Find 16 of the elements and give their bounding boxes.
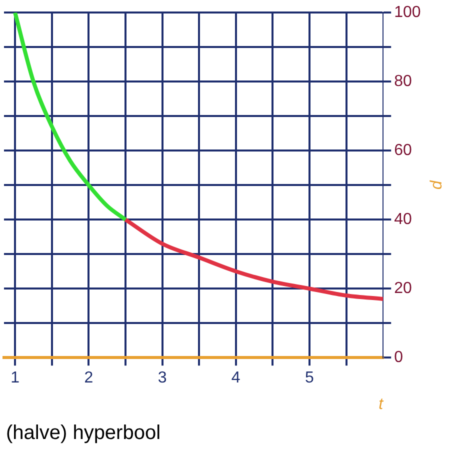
y-tick-label: 0: [394, 349, 404, 366]
line-series: [123, 218, 384, 301]
text: (halve) hyperbool: [6, 422, 161, 445]
x-tick-label: 3: [158, 370, 167, 387]
y-tick-label: 80: [394, 73, 412, 90]
x-tick-label: 2: [84, 370, 94, 387]
x-tick-label: 5: [305, 370, 314, 387]
y-tick-label: 40: [394, 211, 412, 228]
x-tick-label: 4: [231, 370, 240, 387]
y-tick-label: 100: [394, 4, 421, 22]
x-tick-label: 1: [10, 370, 20, 387]
y-tick-label: 20: [394, 280, 412, 298]
y-tick-label: 60: [394, 142, 412, 160]
x-axis-title: t: [378, 396, 384, 413]
y-axis-title: p: [428, 180, 446, 190]
line-series: [13, 12, 128, 222]
